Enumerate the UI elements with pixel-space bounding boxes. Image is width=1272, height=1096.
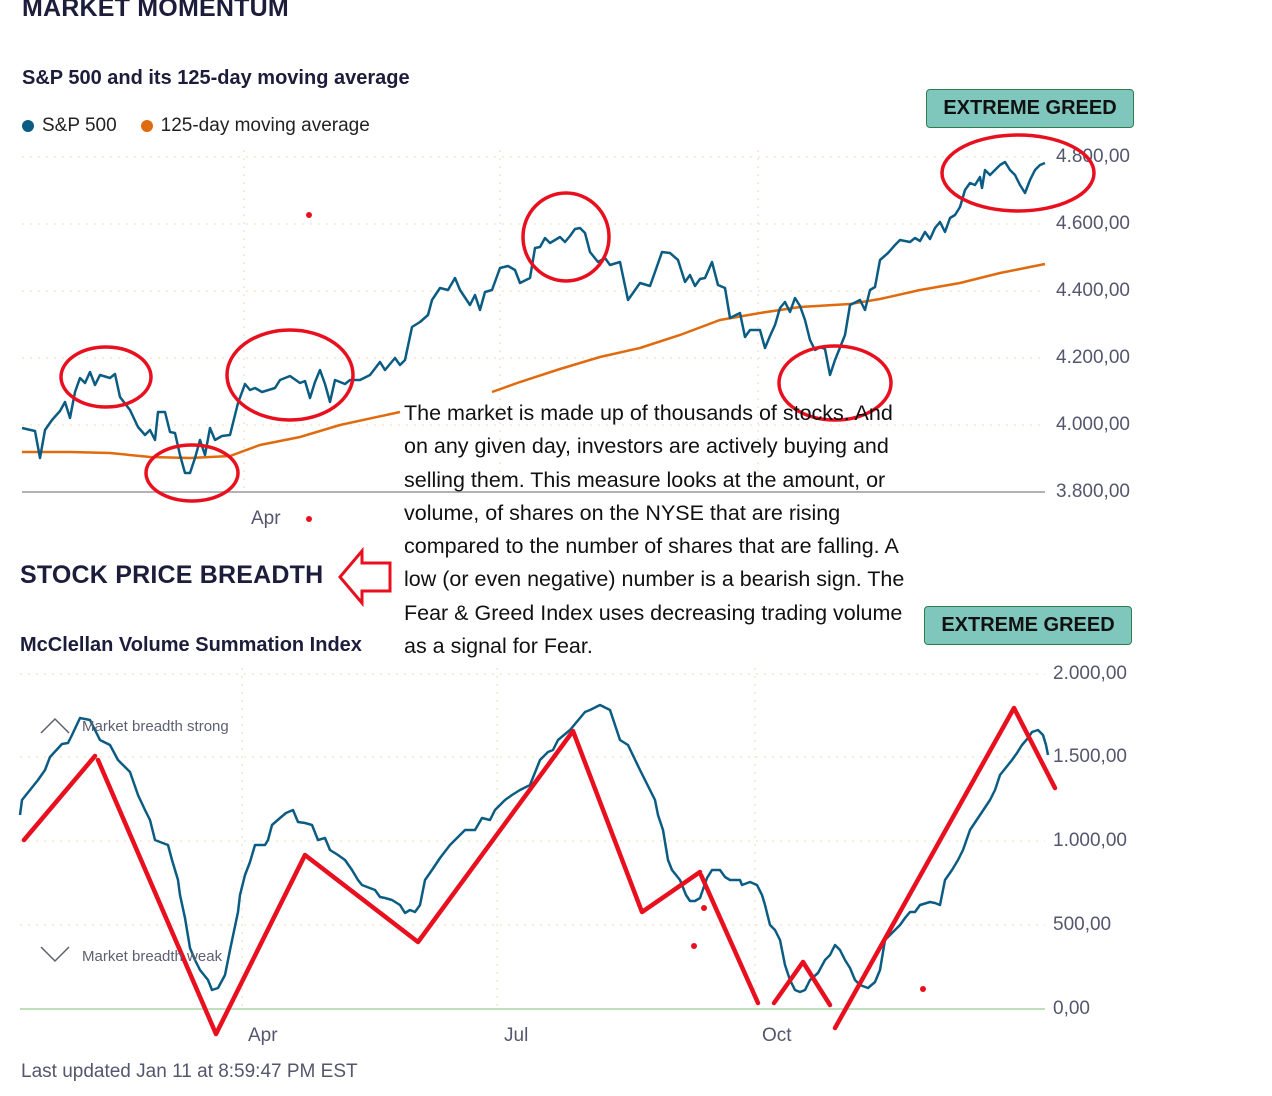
legend-sp500[interactable]: S&P 500 [42,115,117,136]
sp500-legend-dot-icon [22,120,34,132]
ma-legend-dot-icon [140,120,153,132]
annotation-strokes [21,705,1058,1037]
breadth-description-text: The market is made up of thousands of st… [404,401,905,659]
ma-line [22,410,401,460]
y-tick: 2.000,00 [1053,663,1127,684]
sp500-chart-title: S&P 500 and its 125-day moving average [22,67,410,89]
last-updated-timestamp: Last updated Jan 11 at 8:59:47 PM EST [21,1061,358,1082]
red-dot-icon [701,905,707,911]
chevron-down-icon [40,946,70,963]
breadth-gridlines [20,668,1045,1009]
x-tick-apr: Apr [248,1025,278,1046]
red-dot-icon [306,212,312,218]
x-tick-apr: Apr [251,508,281,529]
breadth-sentiment-badge: EXTREME GREED [924,606,1132,645]
annotation-circles [59,133,1096,503]
annotation-circle-icon [940,133,1096,213]
momentum-sentiment-badge: EXTREME GREED [926,89,1134,128]
sp500-gridlines [22,150,1045,492]
y-tick: 1.000,00 [1053,830,1127,851]
stock-price-breadth-title: STOCK PRICE BREADTH [20,561,324,589]
annotation-circle-icon [59,345,153,409]
ma-line-2 [491,262,1046,394]
y-tick: 0,00 [1053,998,1090,1019]
y-tick: 4.800,00 [1056,146,1130,167]
annotation-circle-icon [144,443,240,503]
y-tick: 500,00 [1053,914,1112,935]
sp500-legend: S&P 500 125-day moving average [22,115,370,137]
red-dot-icon [920,986,926,992]
x-tick-oct: Oct [762,1025,792,1046]
annotation-circle-icon [225,328,355,422]
market-momentum-title: MARKET MOMENTUM [22,0,289,22]
chevron-up-icon [40,717,70,734]
y-tick: 1.500,00 [1053,746,1127,767]
annotation-circle-icon [521,191,611,283]
y-tick: 4.400,00 [1056,280,1130,301]
mcclellan-chart-title: McClellan Volume Summation Index [20,634,362,656]
y-tick: 4.600,00 [1056,213,1130,234]
y-tick: 4.200,00 [1056,347,1130,368]
y-tick: 4.000,00 [1056,414,1130,435]
annotation-weak-label: Market breadth weak [82,948,223,965]
annotation-strong-label: Market breadth strong [82,718,229,735]
legend-moving-average[interactable]: 125-day moving average [160,115,370,136]
red-dot-icon [691,943,697,949]
red-dot-icon [306,516,312,522]
y-tick: 3.800,00 [1056,481,1130,502]
mcclellan-line [18,703,1050,994]
annotation-circle-icon [777,344,893,422]
arrow-left-icon [338,546,392,608]
x-tick-jul: Jul [504,1025,529,1046]
sp500-line [21,160,1046,475]
